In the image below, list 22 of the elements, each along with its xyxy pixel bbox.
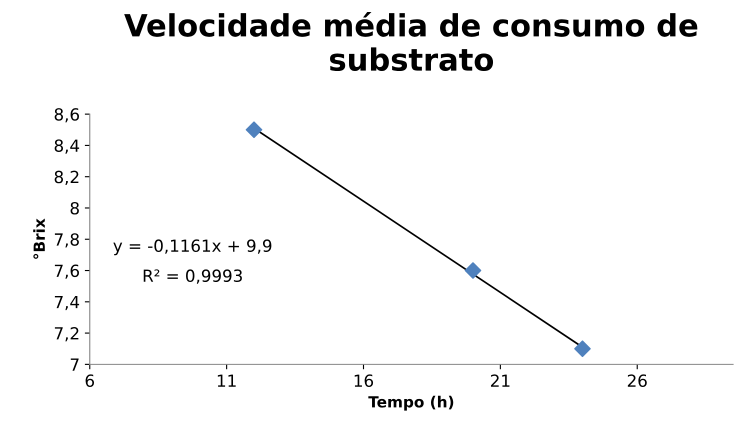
y-tick-label: 7,2 <box>54 327 78 342</box>
point <box>246 121 262 138</box>
y-tick-label: 7,8 <box>54 233 79 248</box>
y-tick-label: 8,6 <box>54 108 79 122</box>
x-tick-label: 16 <box>354 374 374 387</box>
x-tick-label: 21 <box>490 374 510 387</box>
x-tick-label: 6 <box>86 374 94 387</box>
y-tick-label: 7,6 <box>54 264 79 279</box>
point <box>574 340 591 358</box>
y-tick-label: 7,4 <box>54 296 80 310</box>
y-tick-label: 8,4 <box>54 139 80 154</box>
x-axis-title: Tempo (h) <box>368 396 454 411</box>
y-tick-label: 7 <box>70 358 79 371</box>
y-tick-label: 8 <box>70 202 79 215</box>
y-tick-label: 8,2 <box>54 170 78 185</box>
point <box>464 262 482 279</box>
y-axis-title: °Brix <box>33 218 45 259</box>
annotation: y = -0,1161x + 9,9 <box>113 239 272 256</box>
chart-title: Velocidade média de consumo de substrato <box>124 12 698 72</box>
annotation: R² = 0,9993 <box>144 269 242 284</box>
x-tick-label: 26 <box>628 374 647 387</box>
x-tick-label: 11 <box>218 374 236 387</box>
